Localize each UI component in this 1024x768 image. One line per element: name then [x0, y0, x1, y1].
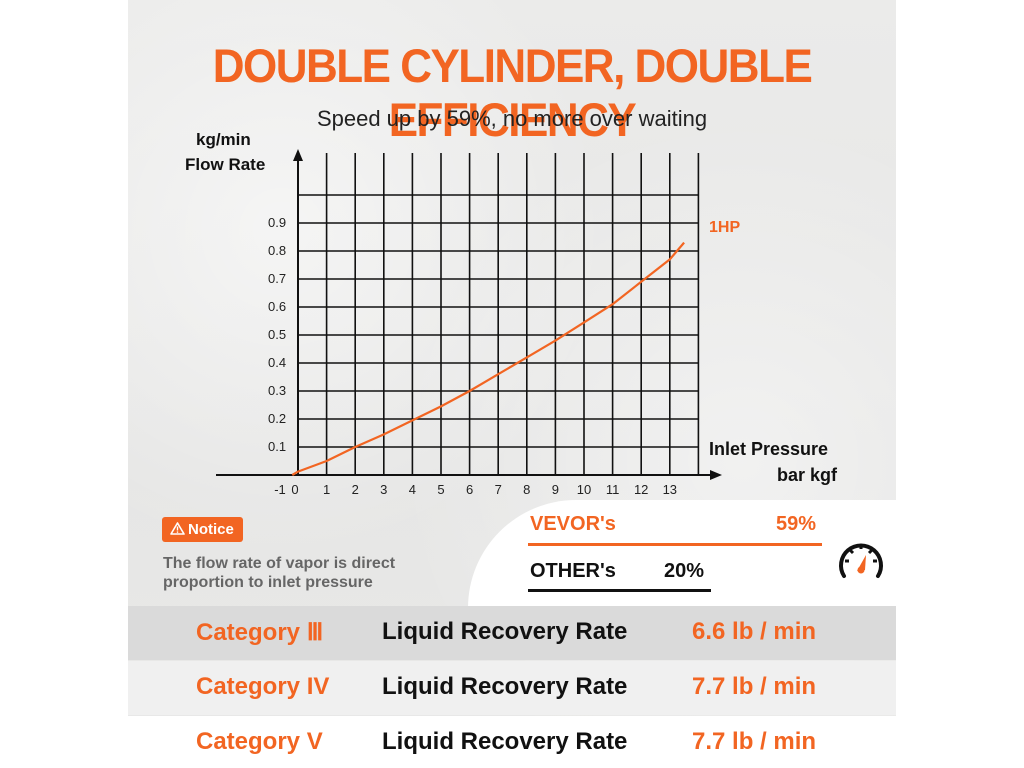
x-tick-label: 11 — [606, 482, 620, 497]
y-tick-labels: 0.1 0.2 0.3 0.4 0.5 0.6 0.7 0.8 0.9 — [268, 215, 286, 454]
chart-subtitle: Speed up by 59%, no more over waiting — [316, 106, 708, 131]
notice-label: Notice — [188, 521, 234, 538]
x-tick-label: -1 — [274, 482, 286, 497]
x-tick-label: 3 — [380, 482, 387, 497]
y-tick-label: 0.3 — [268, 383, 286, 398]
x-tick-label: 5 — [437, 482, 444, 497]
x-tick-label: 0 — [291, 482, 298, 497]
x-tick-label: 7 — [495, 482, 502, 497]
category-row: Category IV Liquid Recovery Rate 7.7 lb … — [128, 661, 896, 715]
x-tick-label: 1 — [323, 482, 330, 497]
other-bar — [528, 589, 711, 592]
y-tick-label: 0.9 — [268, 215, 286, 230]
x-tick-label: 13 — [663, 482, 677, 497]
y-axis-arrow — [293, 149, 303, 161]
category-rate: 6.6 lb / min — [692, 618, 817, 645]
y-tick-label: 0.8 — [268, 243, 286, 258]
series-label-1hp: 1HP — [709, 219, 740, 236]
notice-text: The flow rate of vapor is direct proport… — [163, 554, 463, 592]
y-tick-label: 0.5 — [268, 327, 286, 342]
category-name: Category Ⅲ — [196, 619, 324, 646]
x-tick-label: 6 — [466, 482, 473, 497]
x-tick-label: 8 — [523, 482, 530, 497]
y-axis-label-title: Flow Rate — [185, 155, 265, 174]
y-tick-label: 0.2 — [268, 411, 286, 426]
page-title: DOUBLE CYLINDER, DOUBLE EFFICIENCY — [212, 39, 813, 147]
x-axis-label-title: Inlet Pressure — [709, 439, 828, 459]
x-tick-label: 4 — [409, 482, 416, 497]
speedometer-icon — [839, 543, 883, 578]
chart-grid — [297, 153, 700, 475]
category-row: Category Ⅲ Liquid Recovery Rate 6.6 lb /… — [128, 606, 896, 660]
other-value: 20% — [664, 560, 705, 582]
category-rate: 7.7 lb / min — [692, 728, 817, 755]
notice-text-line-1: The flow rate of vapor is direct — [163, 555, 396, 572]
chart-series — [291, 241, 685, 476]
y-tick-label: 0.1 — [268, 439, 286, 454]
y-tick-label: 0.6 — [268, 299, 286, 314]
notice-badge: Notice — [162, 517, 243, 542]
x-axis-label-unit: bar kgf — [777, 465, 838, 485]
x-tick-labels: -1 0 1 2 3 4 5 6 7 8 9 10 11 12 13 — [274, 482, 677, 497]
category-description: Liquid Recovery Rate — [382, 728, 628, 755]
vevor-label: VEVOR's — [530, 513, 616, 535]
vevor-value: 59% — [776, 513, 817, 535]
flow-rate-chart: 0.10.20.30.40.50.60.70.80.9 -1 0 1 2 3 4 5 6 7 8 9… — [185, 130, 838, 497]
category-description: Liquid Recovery Rate — [382, 618, 628, 645]
product-panel: DOUBLE CYLINDER, DOUBLE EFFICIENCY Speed… — [128, 0, 896, 768]
category-name: Category IV — [196, 673, 330, 700]
category-rate: 7.7 lb / min — [692, 673, 817, 700]
series-line-1hp — [291, 241, 685, 476]
other-label: OTHER's — [530, 560, 616, 582]
notice-text-line-2: proportion to inlet pressure — [163, 574, 373, 591]
category-name: Category V — [196, 728, 323, 755]
chart-axes — [216, 149, 722, 480]
y-tick-label: 0.4 — [268, 355, 286, 370]
warning-icon — [170, 522, 185, 535]
x-tick-label: 9 — [552, 482, 559, 497]
x-tick-label: 12 — [634, 482, 648, 497]
x-tick-label: 10 — [577, 482, 591, 497]
category-row: Category V Liquid Recovery Rate 7.7 lb /… — [128, 716, 896, 768]
category-description: Liquid Recovery Rate — [382, 673, 628, 700]
vevor-bar — [528, 543, 822, 546]
y-tick-label: 0.7 — [268, 271, 286, 286]
x-tick-label: 2 — [352, 482, 359, 497]
x-axis-arrow — [710, 470, 722, 480]
y-axis-label-unit: kg/min — [196, 130, 251, 149]
